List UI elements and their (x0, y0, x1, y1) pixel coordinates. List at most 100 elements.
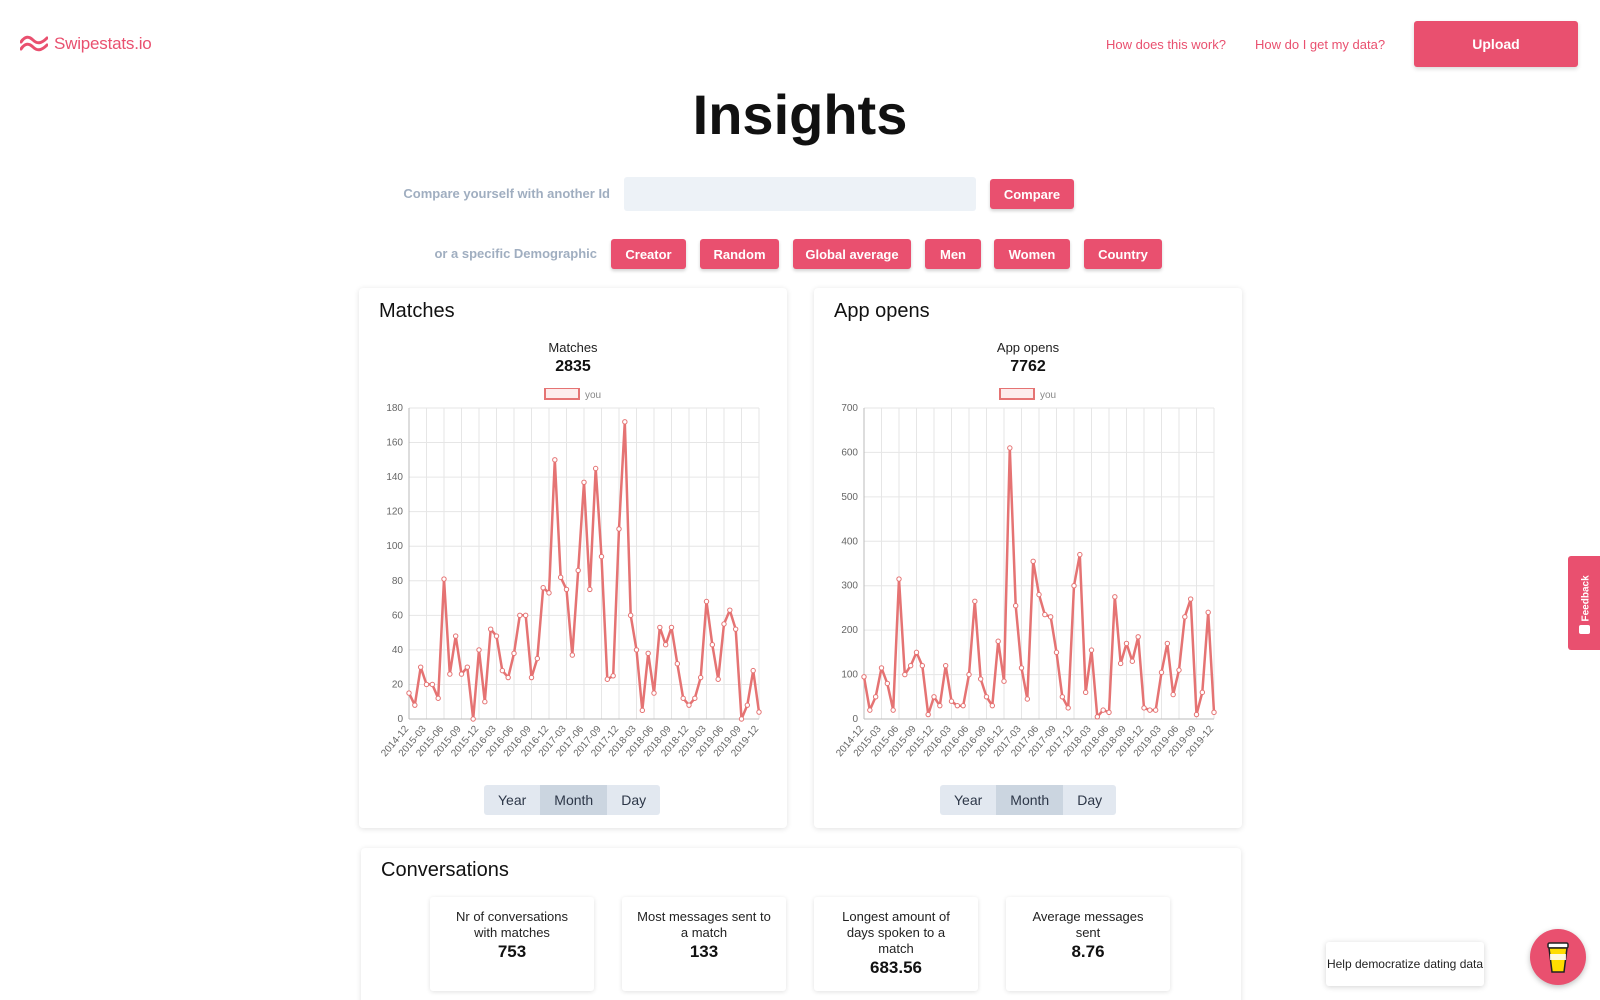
data-point (1106, 709, 1112, 716)
data-point (639, 707, 646, 714)
app-opens-toggle-year[interactable]: Year (940, 785, 997, 815)
data-point (592, 465, 599, 472)
data-point (1129, 658, 1136, 664)
data-point (1088, 647, 1095, 653)
data-point (464, 664, 471, 670)
data-point (703, 598, 710, 605)
data-point (1170, 691, 1176, 698)
y-tick-label: 700 (841, 403, 858, 414)
demographic-creator-button[interactable]: Creator (611, 239, 686, 269)
matches-toggle-day[interactable]: Day (607, 785, 661, 815)
app-opens-toggle-month[interactable]: Month (996, 785, 1064, 815)
nav-how-it-works-link[interactable]: How does this work? (1106, 37, 1226, 52)
y-tick-label: 500 (841, 492, 858, 503)
demographic-random-button[interactable]: Random (700, 239, 779, 269)
app-opens-line-chart: you01002003004005006007002014-122015-032… (834, 388, 1217, 758)
data-point (470, 716, 476, 722)
data-point (989, 702, 996, 709)
data-point (633, 647, 640, 653)
compare-button[interactable]: Compare (990, 179, 1074, 209)
data-point (522, 612, 529, 619)
data-point (423, 681, 430, 688)
matches-card-title: Matches (379, 300, 455, 322)
data-point (552, 457, 558, 463)
data-point (948, 698, 955, 704)
chart-legend: you (544, 388, 601, 401)
y-tick-label: 180 (386, 403, 403, 414)
stat-value: 8.76 (1071, 942, 1105, 961)
data-point (1042, 611, 1048, 618)
data-point (528, 674, 535, 681)
data-point (913, 649, 920, 656)
data-point (1141, 705, 1147, 711)
nav-get-data-link[interactable]: How do I get my data? (1255, 37, 1386, 52)
stat-label: Nr of conversations with matches (456, 909, 568, 940)
y-tick-label: 0 (397, 714, 403, 725)
demographic-country-button[interactable]: Country (1084, 239, 1162, 269)
data-point (581, 479, 587, 485)
data-point (721, 621, 727, 627)
data-point (867, 707, 873, 713)
matches-card: Matches Matches 2835 you 0 20 40 60 80 100 120 1… (359, 288, 787, 828)
data-point (493, 633, 500, 639)
matches-toggle-month[interactable]: Month (540, 785, 608, 815)
data-point (487, 626, 494, 632)
coffee-cup-icon (1547, 942, 1569, 973)
data-point (692, 695, 698, 701)
data-point (662, 642, 669, 648)
y-tick-label: 300 (841, 581, 858, 592)
data-point (1001, 678, 1007, 684)
data-point (616, 526, 622, 532)
chart-legend: you (999, 388, 1056, 401)
data-point (1147, 707, 1153, 713)
demographic-women-button[interactable]: Women (994, 239, 1070, 269)
compare-id-input[interactable] (624, 177, 976, 211)
data-point (604, 676, 611, 682)
data-point (1082, 689, 1089, 696)
data-point (937, 702, 943, 709)
app-opens-card-title: App opens (834, 300, 930, 322)
compare-label: Compare yourself with another Id (403, 186, 610, 201)
data-point (715, 676, 721, 682)
data-point (1152, 707, 1159, 713)
y-tick-label: 60 (392, 610, 404, 621)
demographic-global-average-button[interactable]: Global average (793, 239, 911, 269)
data-point (1211, 709, 1217, 716)
data-point (1012, 603, 1019, 609)
stat-label: Most messages sent to a match (637, 909, 771, 940)
data-point (977, 676, 984, 682)
data-point (598, 553, 605, 560)
data-point (919, 662, 926, 669)
data-point (622, 419, 628, 425)
help-democratize-tooltip: Help democratize dating data (1326, 942, 1484, 986)
matches-toggle-year[interactable]: Year (484, 785, 541, 815)
data-point (972, 598, 978, 604)
data-point (1053, 649, 1060, 656)
data-point (954, 702, 961, 709)
data-point (931, 694, 937, 700)
y-tick-label: 120 (386, 507, 403, 518)
data-point (1065, 705, 1071, 711)
data-point (727, 607, 733, 613)
data-point (657, 624, 663, 631)
data-point (1018, 665, 1025, 671)
stat-label: Average messages sent (1032, 909, 1144, 940)
data-point (458, 671, 465, 677)
feedback-tab[interactable] (1568, 556, 1600, 650)
data-point (540, 584, 546, 591)
y-tick-label: 20 (392, 679, 404, 690)
buy-me-coffee-button[interactable] (1530, 929, 1586, 985)
stat-card-average-messages: Average messages sent 8.76 (1006, 897, 1170, 991)
stat-value: 133 (689, 942, 719, 961)
data-point (709, 642, 716, 648)
app-opens-toggle-day[interactable]: Day (1063, 785, 1117, 815)
demographic-men-button[interactable]: Men (925, 239, 981, 269)
upload-button[interactable]: Upload (1414, 21, 1578, 67)
brand-logo[interactable]: Swipestats.io (20, 34, 152, 54)
data-point (1187, 596, 1194, 602)
data-point (890, 707, 896, 713)
data-point (738, 716, 745, 722)
data-point (435, 695, 441, 701)
app-opens-metric-value: 7762 (1010, 358, 1046, 375)
data-point (1036, 591, 1042, 598)
